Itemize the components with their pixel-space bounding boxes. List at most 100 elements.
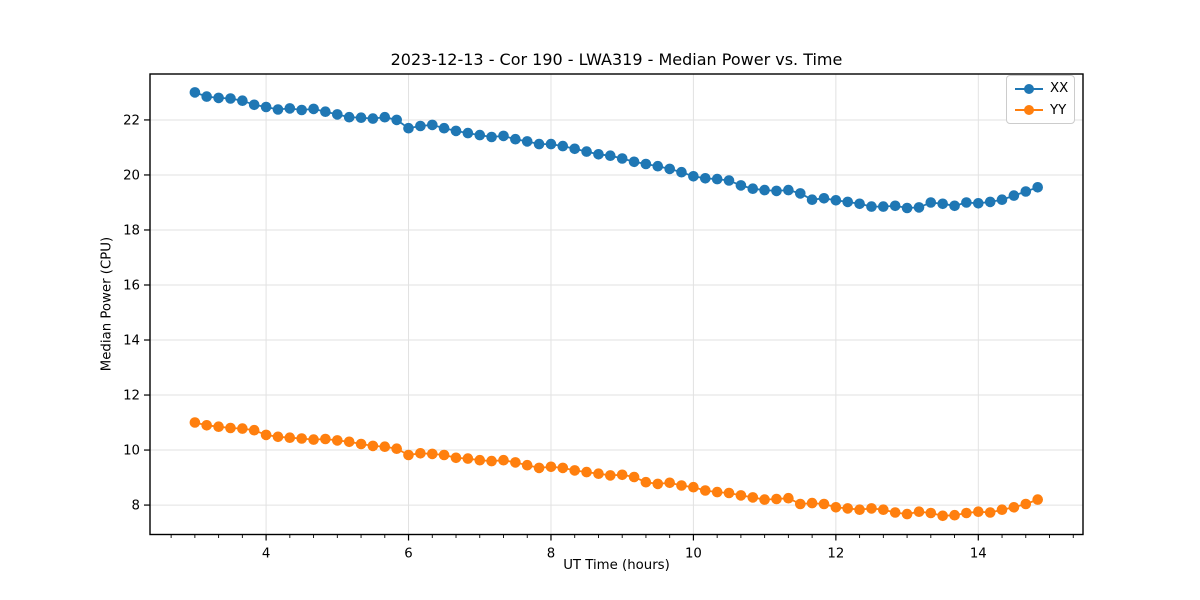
svg-text:22: 22 (123, 114, 140, 129)
data-point-marker (486, 455, 497, 467)
data-point-marker (533, 462, 545, 474)
data-point-marker (605, 470, 616, 481)
data-point-marker (379, 441, 391, 453)
data-point-marker (949, 509, 960, 521)
data-point-marker (795, 188, 806, 199)
data-point-marker (1020, 186, 1032, 197)
legend-sample-xx (1015, 83, 1043, 94)
data-point-marker (996, 504, 1008, 515)
data-point-marker (711, 486, 723, 498)
data-point-marker (284, 103, 296, 114)
data-point-marker (450, 125, 462, 137)
data-point-marker (616, 469, 628, 481)
data-point-marker (889, 200, 901, 212)
data-point-marker (320, 433, 331, 445)
series-YY (189, 417, 1043, 522)
data-point-marker (984, 507, 996, 518)
data-point-marker (189, 87, 201, 98)
data-point-marker (272, 431, 284, 443)
data-point-marker (332, 435, 343, 446)
data-point-marker (450, 452, 462, 464)
data-point-marker (711, 173, 723, 185)
data-point-marker (925, 197, 937, 208)
series-XX (189, 87, 1043, 214)
data-point-marker (628, 471, 640, 483)
data-point-marker (996, 194, 1008, 205)
data-point-marker (438, 449, 450, 461)
data-point-marker (581, 146, 592, 157)
data-point-marker (961, 507, 972, 519)
data-point-marker (557, 140, 569, 152)
gridlines (150, 74, 1083, 535)
chart-title: 2023-12-13 - Cor 190 - LWA319 - Median P… (390, 50, 843, 69)
data-point-marker (415, 448, 426, 459)
data-point-marker (771, 493, 782, 505)
legend: XX YY (1006, 75, 1075, 124)
data-point-marker (735, 490, 747, 501)
data-point-marker (1008, 502, 1020, 513)
data-point-marker (949, 200, 960, 212)
data-point-marker (961, 197, 972, 208)
data-point-marker (854, 198, 865, 210)
data-point-marker (237, 95, 248, 106)
svg-text:14: 14 (970, 547, 987, 562)
data-point-marker (367, 113, 379, 124)
data-point-marker (747, 492, 759, 503)
data-point-marker (723, 487, 735, 499)
data-point-marker (248, 99, 260, 111)
data-point-marker (866, 201, 877, 212)
data-point-marker (569, 465, 580, 476)
data-point-marker (213, 421, 224, 433)
data-point-marker (616, 153, 628, 164)
data-point-marker (973, 506, 984, 517)
data-point-marker (759, 184, 770, 196)
data-point-marker (723, 175, 735, 186)
data-point-marker (427, 448, 438, 460)
data-point-marker (332, 109, 343, 120)
data-point-marker (403, 122, 414, 134)
data-point-marker (735, 180, 747, 191)
data-point-marker (474, 454, 486, 466)
data-point-marker (605, 150, 616, 161)
data-point-marker (225, 93, 236, 104)
data-point-marker (854, 504, 865, 515)
data-point-marker (486, 131, 497, 143)
data-point-marker (521, 459, 533, 471)
data-point-marker (842, 503, 853, 514)
data-point-marker (510, 457, 521, 468)
data-point-marker (664, 163, 675, 175)
tick-labels: 4 6 8 10 12 14 8 10 12 14 16 18 20 22 (123, 114, 987, 562)
data-point-marker (308, 103, 319, 115)
data-point-marker (628, 156, 640, 168)
data-point-marker (640, 476, 652, 488)
data-point-marker (225, 422, 236, 434)
data-point-marker (783, 184, 794, 196)
data-point-marker (806, 497, 818, 509)
svg-text:4: 4 (262, 547, 270, 562)
data-point-marker (296, 433, 308, 444)
svg-text:12: 12 (123, 389, 140, 404)
data-point-marker (771, 185, 782, 197)
data-point-marker (343, 111, 355, 123)
data-point-marker (593, 149, 604, 160)
data-point-marker (640, 158, 652, 170)
data-point-marker (700, 173, 711, 184)
data-point-marker (438, 122, 450, 134)
data-point-marker (557, 462, 569, 474)
legend-row-xx: XX (1015, 80, 1068, 98)
svg-text:8: 8 (132, 499, 140, 514)
data-point-marker (652, 160, 664, 172)
data-point-marker (213, 92, 224, 104)
y-axis-label: Median Power (CPU) (99, 236, 115, 372)
legend-label-yy: YY (1050, 102, 1067, 118)
data-point-marker (747, 183, 759, 194)
data-point-marker (783, 492, 794, 504)
data-point-marker (533, 138, 545, 150)
data-point-marker (1008, 190, 1020, 201)
data-point-marker (700, 485, 711, 496)
data-point-marker (925, 507, 937, 519)
svg-text:8: 8 (547, 547, 555, 562)
data-point-marker (937, 510, 948, 522)
data-point-marker (237, 423, 248, 434)
